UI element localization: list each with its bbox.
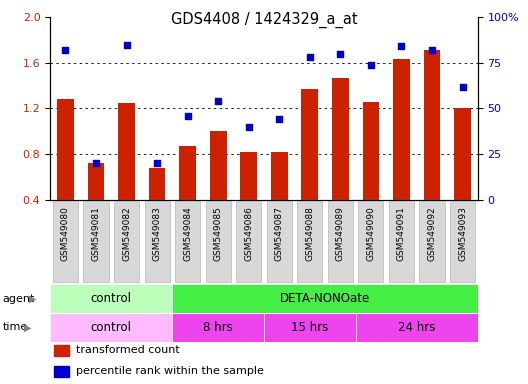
FancyBboxPatch shape xyxy=(389,201,414,283)
Text: transformed count: transformed count xyxy=(76,345,180,355)
FancyBboxPatch shape xyxy=(145,201,169,283)
Bar xyxy=(454,109,471,200)
Text: GSM549087: GSM549087 xyxy=(275,207,284,262)
Text: GSM549086: GSM549086 xyxy=(244,207,253,262)
Bar xyxy=(118,103,135,200)
Text: GSM549090: GSM549090 xyxy=(366,207,375,262)
Text: 24 hrs: 24 hrs xyxy=(398,321,436,334)
FancyBboxPatch shape xyxy=(328,201,353,283)
Bar xyxy=(50,284,172,313)
Bar xyxy=(363,102,379,200)
Text: GSM549085: GSM549085 xyxy=(214,207,223,262)
Bar xyxy=(332,78,349,200)
Text: 8 hrs: 8 hrs xyxy=(203,321,233,334)
Bar xyxy=(393,60,410,200)
FancyBboxPatch shape xyxy=(359,201,383,283)
Bar xyxy=(179,146,196,200)
FancyBboxPatch shape xyxy=(419,201,445,283)
Point xyxy=(244,124,253,130)
FancyBboxPatch shape xyxy=(53,201,78,283)
Text: GSM549083: GSM549083 xyxy=(153,207,162,262)
Point xyxy=(336,51,345,57)
Bar xyxy=(88,163,105,200)
Text: control: control xyxy=(91,321,132,334)
Text: GSM549088: GSM549088 xyxy=(305,207,314,262)
Bar xyxy=(172,313,264,342)
FancyBboxPatch shape xyxy=(205,201,231,283)
Text: GDS4408 / 1424329_a_at: GDS4408 / 1424329_a_at xyxy=(171,12,357,28)
Point xyxy=(397,43,406,50)
Bar xyxy=(356,313,478,342)
Text: control: control xyxy=(91,292,132,305)
Point xyxy=(214,98,222,104)
Bar xyxy=(423,50,440,200)
Bar xyxy=(57,99,74,200)
Text: ▶: ▶ xyxy=(24,322,32,333)
Bar xyxy=(240,152,257,200)
Bar xyxy=(50,313,172,342)
Text: DETA-NONOate: DETA-NONOate xyxy=(280,292,370,305)
Bar xyxy=(149,168,165,200)
FancyBboxPatch shape xyxy=(236,201,261,283)
Text: GSM549081: GSM549081 xyxy=(91,207,100,262)
Text: GSM549091: GSM549091 xyxy=(397,207,406,262)
Text: agent: agent xyxy=(3,293,35,304)
Bar xyxy=(54,366,69,377)
FancyBboxPatch shape xyxy=(175,201,200,283)
Point xyxy=(92,160,100,166)
FancyBboxPatch shape xyxy=(267,201,292,283)
FancyBboxPatch shape xyxy=(450,201,475,283)
Text: GSM549092: GSM549092 xyxy=(428,207,437,261)
Point xyxy=(275,116,284,122)
Text: GSM549082: GSM549082 xyxy=(122,207,131,261)
Bar xyxy=(264,313,356,342)
Text: GSM549080: GSM549080 xyxy=(61,207,70,262)
Text: GSM549084: GSM549084 xyxy=(183,207,192,261)
Text: 15 hrs: 15 hrs xyxy=(291,321,328,334)
Point xyxy=(122,41,131,48)
FancyBboxPatch shape xyxy=(83,201,109,283)
Point xyxy=(428,47,436,53)
Bar xyxy=(210,131,227,200)
Point xyxy=(153,160,162,166)
Text: time: time xyxy=(3,322,28,333)
Point xyxy=(306,55,314,61)
Point xyxy=(366,62,375,68)
Bar xyxy=(271,152,288,200)
Point xyxy=(183,113,192,119)
Text: ▶: ▶ xyxy=(29,293,36,304)
Bar xyxy=(301,89,318,200)
Text: GSM549089: GSM549089 xyxy=(336,207,345,262)
Text: GSM549093: GSM549093 xyxy=(458,207,467,262)
Text: percentile rank within the sample: percentile rank within the sample xyxy=(76,366,263,376)
Point xyxy=(61,47,70,53)
Point xyxy=(458,84,467,90)
FancyBboxPatch shape xyxy=(114,201,139,283)
FancyBboxPatch shape xyxy=(297,201,323,283)
Bar xyxy=(172,284,478,313)
Bar xyxy=(54,345,69,356)
